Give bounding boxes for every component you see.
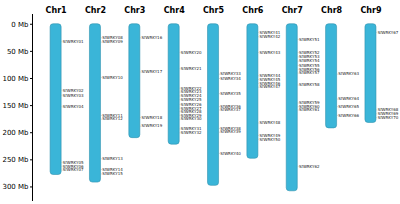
- svg-text:SfWRKY61: SfWRKY61: [299, 107, 320, 112]
- svg-text:SfWRKY70: SfWRKY70: [378, 115, 399, 120]
- svg-text:SfWRKY52: SfWRKY52: [298, 49, 320, 55]
- svg-text:SfWRKY67: SfWRKY67: [378, 30, 399, 35]
- svg-text:SfWRKY53: SfWRKY53: [298, 54, 320, 60]
- svg-text:Chr2: Chr2: [85, 6, 106, 15]
- svg-text:SfWRKY19: SfWRKY19: [142, 123, 163, 128]
- svg-text:100 Mb: 100 Mb: [2, 75, 29, 83]
- svg-text:SfWRKY04: SfWRKY04: [63, 104, 84, 109]
- svg-text:Chr7: Chr7: [282, 6, 303, 15]
- svg-text:SfWRKY65: SfWRKY65: [338, 104, 359, 109]
- svg-text:SfWRKY13: SfWRKY13: [102, 156, 123, 161]
- svg-text:SfWRKY16: SfWRKY16: [142, 35, 163, 40]
- svg-text:SfWRKY59: SfWRKY59: [298, 100, 320, 106]
- svg-text:SfWRKY54: SfWRKY54: [298, 58, 320, 64]
- svg-text:SfWRKY35: SfWRKY35: [220, 91, 241, 96]
- svg-text:SfWRKY11: SfWRKY11: [102, 112, 123, 118]
- svg-text:SfWRKY45: SfWRKY45: [259, 76, 281, 82]
- svg-text:SfWRKY39: SfWRKY39: [220, 129, 241, 134]
- svg-text:Chr1: Chr1: [46, 6, 68, 15]
- svg-text:SfWRKY20: SfWRKY20: [181, 50, 202, 55]
- svg-text:Chr6: Chr6: [242, 6, 264, 15]
- svg-text:SfWRKY21: SfWRKY21: [181, 66, 202, 71]
- svg-text:SfWRKY58: SfWRKY58: [299, 82, 320, 87]
- svg-text:Chr8: Chr8: [321, 6, 343, 15]
- svg-text:SfWRKY43: SfWRKY43: [260, 50, 281, 55]
- svg-text:SfWRKY50: SfWRKY50: [260, 137, 281, 142]
- svg-text:SfWRKY10: SfWRKY10: [102, 75, 123, 80]
- svg-text:SfWRKY12: SfWRKY12: [102, 116, 123, 121]
- svg-text:SfWRKY26: SfWRKY26: [180, 101, 202, 107]
- svg-text:150 Mb: 150 Mb: [2, 102, 29, 110]
- svg-text:SfWRKY34: SfWRKY34: [220, 76, 241, 81]
- svg-text:200 Mb: 200 Mb: [2, 129, 29, 137]
- svg-text:250 Mb: 250 Mb: [2, 156, 29, 164]
- svg-text:SfWRKY08: SfWRKY08: [102, 35, 123, 41]
- svg-text:Chr4: Chr4: [164, 6, 186, 15]
- svg-text:SfWRKY06: SfWRKY06: [62, 163, 84, 169]
- svg-text:SfWRKY28: SfWRKY28: [180, 108, 202, 114]
- svg-text:SfWRKY44: SfWRKY44: [259, 73, 281, 79]
- svg-text:SfWRKY64: SfWRKY64: [338, 96, 359, 101]
- svg-text:SfWRKY48: SfWRKY48: [260, 120, 281, 125]
- svg-text:Chr9: Chr9: [360, 6, 382, 15]
- svg-text:Chr5: Chr5: [203, 6, 225, 15]
- svg-text:SfWRKY57: SfWRKY57: [299, 70, 320, 75]
- svg-text:SfWRKY47: SfWRKY47: [260, 84, 281, 89]
- svg-text:SfWRKY49: SfWRKY49: [259, 132, 281, 138]
- svg-text:50 Mb: 50 Mb: [7, 48, 29, 56]
- svg-text:SfWRKY42: SfWRKY42: [260, 34, 281, 39]
- svg-text:SfWRKY56: SfWRKY56: [298, 66, 320, 72]
- svg-text:SfWRKY05: SfWRKY05: [62, 159, 84, 165]
- svg-text:SfWRKY09: SfWRKY09: [102, 39, 123, 44]
- svg-text:SfWRKY29: SfWRKY29: [180, 112, 202, 118]
- svg-text:SfWRKY69: SfWRKY69: [377, 111, 399, 116]
- svg-text:SfWRKY23: SfWRKY23: [180, 89, 202, 95]
- svg-text:SfWRKY03: SfWRKY03: [63, 93, 84, 98]
- svg-text:SfWRKY02: SfWRKY02: [62, 87, 84, 93]
- svg-text:SfWRKY32: SfWRKY32: [181, 130, 202, 135]
- svg-text:SfWRKY41: SfWRKY41: [259, 29, 281, 35]
- svg-text:SfWRKY14: SfWRKY14: [102, 166, 123, 172]
- svg-text:0 Mb: 0 Mb: [11, 21, 29, 29]
- svg-text:SfWRKY15: SfWRKY15: [102, 171, 123, 176]
- svg-text:SfWRKY46: SfWRKY46: [259, 80, 281, 86]
- svg-text:SfWRKY38: SfWRKY38: [220, 125, 241, 131]
- svg-text:SfWRKY07: SfWRKY07: [63, 167, 84, 172]
- svg-text:SfWRKY68: SfWRKY68: [377, 107, 399, 113]
- svg-text:SfWRKY18: SfWRKY18: [142, 115, 163, 120]
- svg-text:SfWRKY51: SfWRKY51: [299, 37, 320, 42]
- svg-text:SfWRKY37: SfWRKY37: [220, 107, 241, 112]
- svg-text:SfWRKY33: SfWRKY33: [220, 71, 241, 77]
- svg-text:SfWRKY31: SfWRKY31: [180, 126, 202, 132]
- svg-text:SfWRKY62: SfWRKY62: [299, 164, 320, 169]
- svg-text:SfWRKY17: SfWRKY17: [142, 69, 163, 74]
- svg-text:SfWRKY63: SfWRKY63: [338, 71, 359, 76]
- svg-text:SfWRKY66: SfWRKY66: [338, 113, 359, 118]
- svg-text:SfWRKY01: SfWRKY01: [63, 39, 84, 44]
- svg-text:SfWRKY25: SfWRKY25: [180, 96, 202, 102]
- svg-text:SfWRKY22: SfWRKY22: [180, 85, 202, 91]
- svg-text:SfWRKY24: SfWRKY24: [180, 93, 202, 99]
- svg-text:SfWRKY55: SfWRKY55: [298, 62, 320, 68]
- svg-text:SfWRKY30: SfWRKY30: [181, 116, 202, 121]
- svg-text:Chr3: Chr3: [124, 6, 145, 15]
- svg-text:SfWRKY40: SfWRKY40: [220, 151, 241, 156]
- svg-text:300 Mb: 300 Mb: [2, 183, 29, 191]
